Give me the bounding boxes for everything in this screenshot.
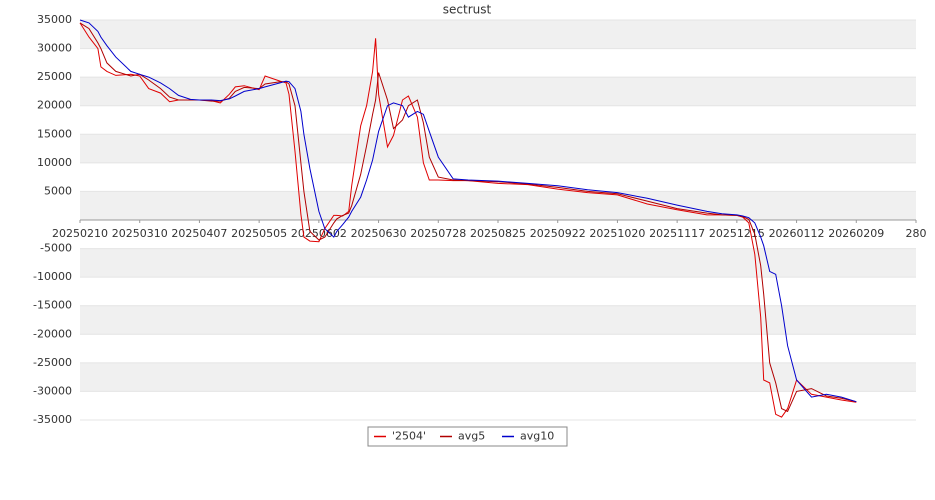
- y-tick-label: 35000: [37, 13, 72, 26]
- grid-band: [80, 305, 916, 335]
- x-tick-label: 20250922: [530, 227, 586, 240]
- series-line: [79, 19, 857, 403]
- y-tick-label: 30000: [37, 42, 72, 55]
- x-tick-label: 20260209: [828, 227, 884, 240]
- y-tick-label: -30000: [33, 384, 72, 397]
- grid-band: [80, 191, 916, 220]
- x-tick-label: 20250310: [112, 227, 168, 240]
- y-tick-label: -25000: [33, 356, 72, 369]
- grid-band: [80, 20, 916, 49]
- y-tick-label: -20000: [33, 327, 72, 340]
- grid-band: [80, 362, 916, 392]
- legend-label: avg5: [458, 430, 485, 443]
- grid-band: [80, 134, 916, 163]
- grid-band: [80, 77, 916, 106]
- y-tick-label: 5000: [44, 184, 72, 197]
- x-tick-label: 20250407: [171, 227, 227, 240]
- grid-band: [80, 248, 916, 278]
- y-tick-label: -35000: [33, 413, 72, 426]
- y-tick-label: -15000: [33, 299, 72, 312]
- x-tick-label: 20260112: [769, 227, 825, 240]
- x-tick-label: 20250728: [410, 227, 466, 240]
- x-tick-label: 20251117: [649, 227, 705, 240]
- legend: '2504' avg5 avg10: [367, 426, 568, 447]
- y-tick-label: 15000: [37, 127, 72, 140]
- y-tick-label: 20000: [37, 99, 72, 112]
- x-tick-label: 20251020: [589, 227, 645, 240]
- y-tick-label: -5000: [40, 242, 72, 255]
- legend-label: '2504': [392, 430, 426, 443]
- legend-label: avg10: [520, 430, 554, 443]
- y-tick-label: 10000: [37, 156, 72, 169]
- x-tick-label: 20250505: [231, 227, 287, 240]
- legend-box: [367, 426, 568, 447]
- x-tick-label: 20250210: [52, 227, 108, 240]
- x-tick-label: 280: [906, 227, 927, 240]
- x-tick-label: 20251215: [709, 227, 765, 240]
- x-tick-label: 20250630: [351, 227, 407, 240]
- y-tick-label: -10000: [33, 270, 72, 283]
- x-tick-label: 20250825: [470, 227, 526, 240]
- chart-title: sectrust: [443, 3, 492, 17]
- y-tick-label: 25000: [37, 70, 72, 83]
